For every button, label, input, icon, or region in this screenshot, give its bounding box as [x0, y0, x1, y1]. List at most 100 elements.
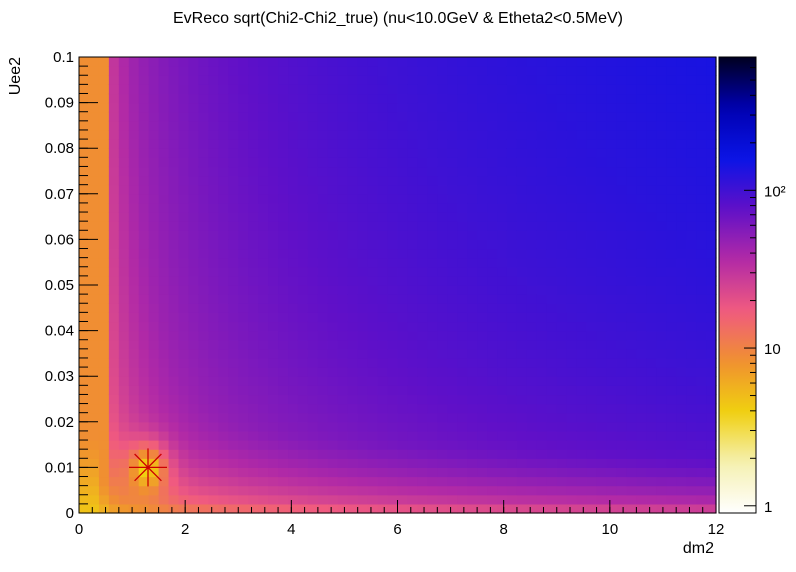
heatmap-cell — [148, 93, 160, 104]
heatmap-cell — [407, 394, 418, 405]
heatmap-cell — [576, 221, 588, 231]
heatmap-cell — [98, 494, 110, 505]
heatmap-cell — [297, 175, 309, 186]
heatmap-cell — [676, 503, 687, 514]
heatmap-cell — [536, 312, 548, 323]
heatmap-cell — [417, 440, 428, 450]
heatmap-cell — [238, 458, 249, 468]
heatmap-cell — [397, 66, 409, 76]
heatmap-cell — [586, 312, 598, 323]
heatmap-cell — [427, 294, 438, 304]
heatmap-cell — [357, 494, 369, 505]
heatmap-cell — [497, 503, 508, 514]
heatmap-cell — [616, 285, 628, 295]
heatmap-cell — [526, 339, 538, 350]
heatmap-cell — [297, 129, 309, 140]
heatmap-cell — [556, 476, 568, 487]
heatmap-cell — [278, 294, 289, 304]
heatmap-cell — [347, 266, 359, 277]
heatmap-cell — [417, 275, 428, 286]
heatmap-cell — [307, 312, 319, 323]
heatmap-cell — [278, 102, 289, 113]
heatmap-cell — [676, 57, 687, 67]
heatmap-cell — [457, 321, 468, 332]
heatmap-cell — [506, 102, 518, 113]
heatmap-cell — [397, 93, 409, 104]
heatmap-cell — [616, 93, 628, 104]
y-tick-label: 0.02 — [45, 414, 74, 431]
heatmap-cell — [108, 294, 120, 304]
heatmap-cell — [168, 230, 180, 240]
heatmap-cell — [278, 430, 289, 441]
heatmap-cell — [357, 312, 369, 323]
heatmap-cell — [626, 467, 637, 478]
heatmap-cell — [656, 120, 667, 131]
heatmap-cell — [98, 476, 110, 487]
heatmap-cell — [337, 129, 349, 140]
heatmap-cell — [477, 458, 488, 468]
heatmap-cell — [347, 367, 359, 377]
heatmap-cell — [417, 148, 428, 158]
heatmap-cell — [188, 339, 200, 350]
heatmap-cell — [128, 266, 140, 277]
heatmap-cell — [427, 339, 438, 350]
heatmap-cell — [497, 367, 508, 377]
heatmap-cell — [606, 166, 618, 177]
heatmap-cell — [128, 75, 140, 85]
heatmap-cell — [288, 57, 299, 67]
heatmap-cell — [327, 330, 339, 341]
heatmap-cell — [467, 330, 478, 341]
heatmap-cell — [88, 212, 100, 222]
heatmap-cell — [258, 421, 269, 432]
heatmap-cell — [706, 239, 717, 250]
heatmap-cell — [397, 102, 409, 113]
heatmap-cell — [417, 367, 428, 377]
heatmap-cell — [278, 221, 289, 231]
heatmap-cell — [516, 312, 528, 323]
heatmap-cell — [148, 285, 160, 295]
heatmap-cell — [218, 202, 229, 213]
heatmap-cell — [467, 157, 478, 168]
heatmap-cell — [696, 221, 707, 231]
heatmap-cell — [288, 321, 299, 332]
heatmap-cell — [646, 66, 657, 76]
heatmap-cell — [656, 175, 667, 186]
heatmap-cell — [357, 385, 369, 396]
heatmap-cell — [377, 239, 389, 250]
heatmap-cell — [407, 339, 418, 350]
heatmap-cell — [536, 157, 548, 168]
heatmap-cell — [377, 394, 389, 405]
heatmap-cell — [208, 430, 219, 441]
heatmap-cell — [377, 357, 389, 368]
heatmap-cell — [208, 221, 219, 231]
heatmap-cell — [88, 303, 100, 313]
heatmap-cell — [626, 148, 637, 158]
heatmap-cell — [427, 129, 438, 140]
heatmap-cell — [138, 239, 150, 250]
heatmap-cell — [606, 376, 618, 386]
heatmap-cell — [138, 367, 150, 377]
heatmap-cell — [646, 440, 657, 450]
heatmap-cell — [337, 403, 349, 414]
heatmap-cell — [138, 111, 150, 122]
heatmap-cell — [178, 66, 190, 76]
heatmap-cell — [497, 248, 508, 259]
heatmap-cell — [138, 75, 150, 85]
heatmap-cell — [706, 266, 717, 277]
heatmap-cell — [377, 367, 389, 377]
heatmap-cell — [636, 394, 647, 405]
heatmap-cell — [676, 248, 687, 259]
heatmap-cell — [586, 102, 598, 113]
heatmap-cell — [666, 485, 677, 496]
heatmap-cell — [317, 257, 329, 268]
heatmap-cell — [258, 449, 269, 459]
heatmap-cell — [566, 148, 578, 158]
heatmap-cell — [238, 494, 249, 505]
heatmap-cell — [566, 139, 578, 149]
heatmap-cell — [636, 157, 647, 168]
heatmap-cell — [457, 330, 468, 341]
heatmap-cell — [576, 348, 588, 359]
heatmap-cell — [536, 212, 548, 222]
heatmap-cell — [616, 357, 628, 368]
heatmap-cell — [327, 312, 339, 323]
